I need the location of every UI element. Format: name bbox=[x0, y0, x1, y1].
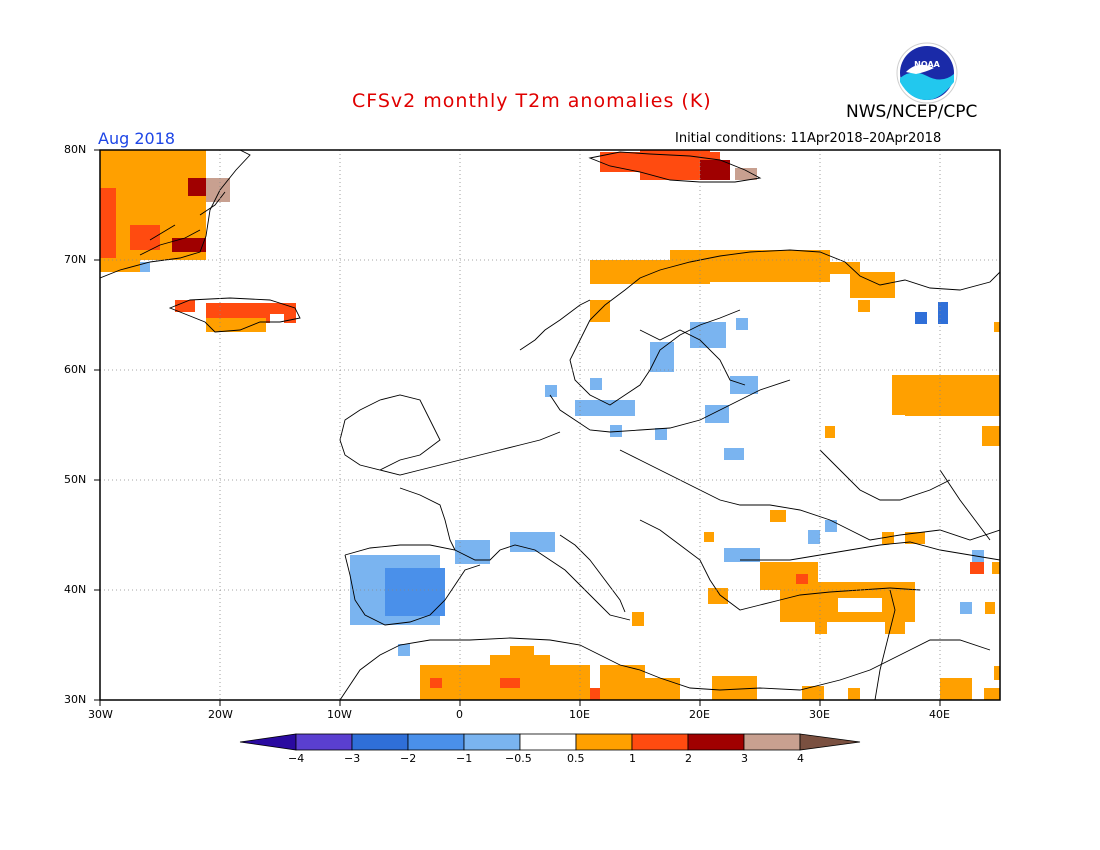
colorbar bbox=[239, 733, 861, 751]
colorbar-cell bbox=[631, 733, 689, 751]
lat-label: 40N bbox=[64, 583, 87, 596]
lon-label: 30E bbox=[809, 708, 830, 721]
lat-label: 70N bbox=[64, 253, 87, 266]
coastlines bbox=[100, 150, 1000, 700]
colorbar-tick-label: 1 bbox=[629, 752, 636, 765]
lon-label: 10E bbox=[569, 708, 590, 721]
north-africa-anomaly bbox=[420, 646, 1000, 700]
anomaly-shading bbox=[100, 150, 1000, 700]
lon-label: 30W bbox=[88, 708, 113, 721]
axis-ticks bbox=[94, 149, 941, 706]
colorbar-cell bbox=[407, 733, 465, 751]
map-title: CFSv2 monthly T2m anomalies (K) bbox=[352, 90, 712, 112]
initial-conditions-label: Initial conditions: 11Apr2018–20Apr2018 bbox=[675, 131, 942, 146]
colorbar-tick-label: 0.5 bbox=[567, 752, 585, 765]
agency-label: NWS/NCEP/CPC bbox=[846, 102, 978, 122]
colorbar-cell bbox=[295, 733, 353, 751]
scandinavia-anomaly bbox=[590, 250, 1000, 332]
lat-label: 30N bbox=[64, 693, 87, 706]
logo-text: NOAA bbox=[914, 60, 940, 69]
noaa-logo-icon: NOAA bbox=[896, 42, 958, 104]
colorbar-cell bbox=[687, 733, 745, 751]
greenland-anomaly bbox=[100, 150, 230, 272]
colorbar-cell bbox=[239, 733, 297, 751]
valid-month-label: Aug 2018 bbox=[98, 129, 176, 148]
lon-label: 0 bbox=[456, 708, 463, 721]
colorbar-cell bbox=[351, 733, 409, 751]
colorbar-cell bbox=[519, 733, 577, 751]
colorbar-tick-label: −0.5 bbox=[505, 752, 532, 765]
colorbar-tick-label: −3 bbox=[344, 752, 361, 765]
lon-label: 20E bbox=[689, 708, 710, 721]
lat-label: 60N bbox=[64, 363, 87, 376]
colorbar-tick-label: −4 bbox=[288, 752, 305, 765]
svalbard-anomaly bbox=[600, 150, 757, 180]
colorbar-cell bbox=[799, 733, 861, 751]
colorbar-tick-label: −1 bbox=[456, 752, 473, 765]
colorbar-tick-label: −2 bbox=[400, 752, 417, 765]
lat-label: 50N bbox=[64, 473, 87, 486]
balkan-anomaly bbox=[704, 510, 925, 562]
lon-label: 20W bbox=[208, 708, 233, 721]
colorbar-tick-label: 2 bbox=[685, 752, 692, 765]
iceland-anomaly bbox=[175, 300, 296, 332]
lon-label: 40E bbox=[929, 708, 950, 721]
colorbar-tick-label: 3 bbox=[741, 752, 748, 765]
colorbar-cell bbox=[743, 733, 801, 751]
colorbar-tick-label: 4 bbox=[797, 752, 804, 765]
lon-label: 10W bbox=[327, 708, 352, 721]
map-frame bbox=[99, 149, 1001, 701]
colorbar-cell bbox=[463, 733, 521, 751]
colorbar-cell bbox=[575, 733, 633, 751]
western-russia-anomaly bbox=[825, 375, 1000, 446]
lat-label: 80N bbox=[64, 143, 87, 156]
